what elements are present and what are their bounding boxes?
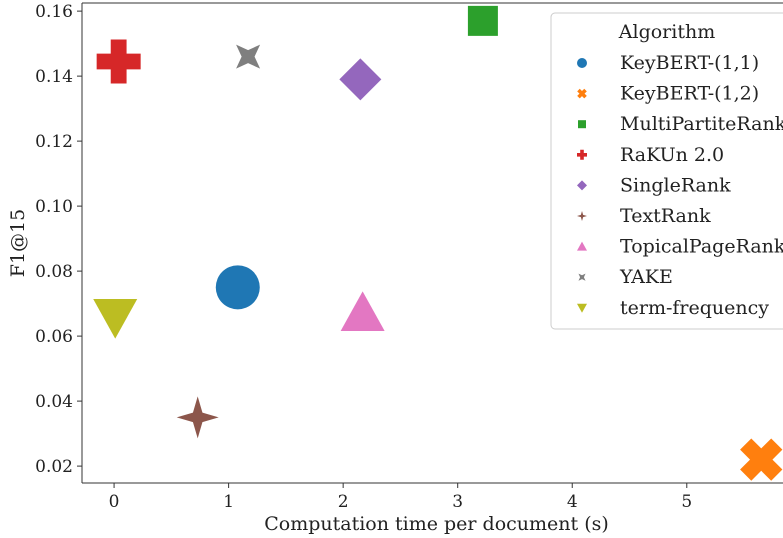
- legend-label-yake: YAKE: [619, 266, 673, 288]
- data-point-keybert-1-2: [740, 438, 783, 481]
- data-point-keybert-1-2-shape: [740, 438, 783, 481]
- legend-marker-keybert-1-1: [577, 58, 587, 68]
- data-point-singlerank: [339, 58, 382, 101]
- legend-marker-keybert-1-2: [577, 88, 587, 99]
- legend-marker-multipartiterank: [578, 120, 586, 129]
- data-point-topicalpagerank: [340, 291, 385, 331]
- x-axis-label: Computation time per document (s): [264, 513, 609, 535]
- legend-label-singlerank: SingleRank: [620, 174, 731, 196]
- plot-area: [93, 5, 783, 481]
- legend-marker-keybert-1-2-shape: [577, 88, 587, 99]
- y-axis-label: F1@15: [7, 209, 29, 277]
- legend-label-keybert-1-1: KeyBERT-(1,1): [620, 52, 759, 74]
- legend-marker-term-frequency: [577, 303, 587, 313]
- legend-label-multipartiterank: MultiPartiteRank: [620, 113, 783, 135]
- legend-label-textrank: TextRank: [620, 205, 711, 227]
- x-tick-label: 0: [109, 492, 120, 512]
- data-point-textrank: [176, 396, 219, 439]
- legend-label-term-frequency: term-frequency: [620, 297, 769, 319]
- legend-marker-textrank: [577, 211, 587, 221]
- data-point-term-frequency: [93, 299, 138, 339]
- legend-title: Algorithm: [618, 21, 715, 43]
- legend: Algorithm KeyBERT-(1,1) KeyBERT-(1,2) Multi…: [550, 12, 783, 330]
- y-tick-label: 0.14: [35, 67, 73, 87]
- legend-marker-singlerank: [577, 180, 587, 191]
- data-point-yake: [236, 44, 261, 69]
- legend-box: [550, 12, 783, 330]
- data-point-keybert-1-1: [215, 265, 260, 310]
- data-point-rakun-2-0: [96, 39, 141, 84]
- y-tick-label: 0.06: [35, 327, 73, 347]
- x-tick-label: 5: [681, 492, 692, 512]
- legend-marker-topicalpagerank: [577, 241, 587, 251]
- legend-label-rakun-2-0: RaKUn 2.0: [620, 144, 724, 166]
- legend-marker-yake: [578, 273, 586, 281]
- y-tick-label: 0.04: [35, 392, 73, 412]
- legend-label-topicalpagerank: TopicalPageRank: [620, 236, 783, 258]
- legend-marker-rakun-2-0: [577, 149, 587, 160]
- axes: 0 1 2 3 4 5 0.02 0.04 0.06 0.08 0.10 0.12 0.14 0.16: [35, 2, 783, 512]
- legend-label-keybert-1-2: KeyBERT-(1,2): [620, 83, 759, 105]
- x-tick-label: 2: [338, 492, 349, 512]
- x-tick-label: 4: [567, 492, 578, 512]
- x-tick-label: 1: [223, 492, 234, 512]
- y-tick-label: 0.12: [35, 132, 73, 152]
- y-tick-label: 0.02: [35, 457, 73, 477]
- data-point-multipartiterank: [467, 5, 498, 36]
- y-tick-label: 0.16: [35, 2, 73, 22]
- y-tick-label: 0.10: [35, 197, 73, 217]
- x-tick-label: 3: [452, 492, 463, 512]
- y-tick-label: 0.08: [35, 262, 73, 282]
